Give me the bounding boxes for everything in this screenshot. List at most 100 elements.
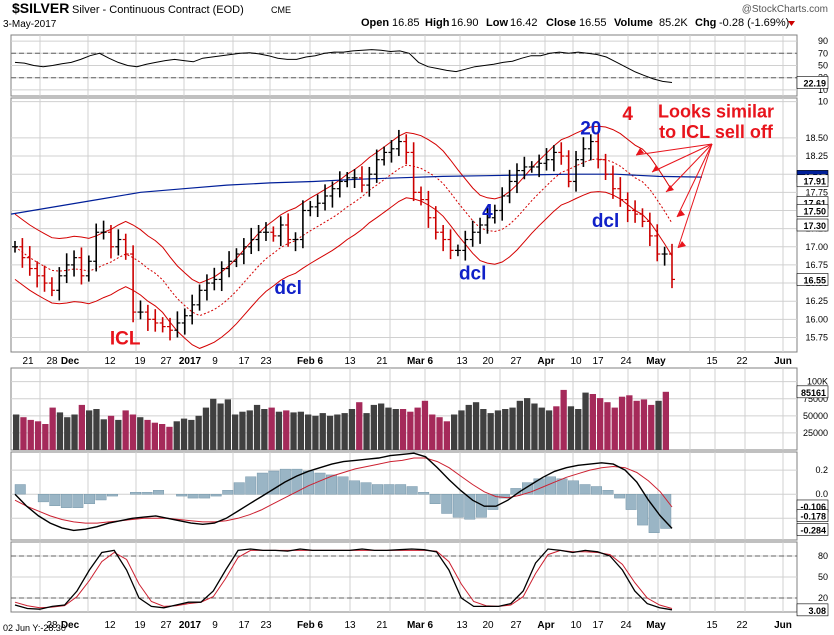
volume-bar xyxy=(648,404,655,450)
volume-bar xyxy=(407,411,414,450)
volume-bar xyxy=(166,426,173,450)
x-tick-label: 22 xyxy=(736,356,748,367)
volume-bar xyxy=(319,413,326,450)
x-tick-label: Dec xyxy=(61,356,80,367)
rsi-panel: 907050301022.19 xyxy=(10,34,829,97)
x-tick-label-bottom: 27 xyxy=(510,620,522,631)
volume-bar xyxy=(232,414,239,450)
volume-bar xyxy=(78,404,85,450)
stochastic-current-label-box xyxy=(796,603,829,617)
macd-histogram-bar xyxy=(487,494,499,510)
macd-histogram-bar xyxy=(395,484,407,495)
macd-histogram-bar xyxy=(637,494,649,526)
high-value: 16.90 xyxy=(451,17,479,29)
annotation-label: 4 xyxy=(622,104,633,125)
low-value: 16.42 xyxy=(510,17,538,29)
volume-bar xyxy=(305,414,312,450)
volume-bar xyxy=(531,403,538,450)
x-tick-label-bottom: 10 xyxy=(570,620,582,631)
volume-bar xyxy=(217,403,224,450)
macd-histogram-bar xyxy=(141,492,153,495)
volume-panel: 100K 75000 50000 25000 85161 xyxy=(10,367,829,451)
macd-histogram-bar xyxy=(222,490,234,495)
x-tick-label-bottom: Apr xyxy=(537,620,554,631)
footer-cursor-readout: 02 Jun Y:-28.30 xyxy=(3,623,66,633)
macd-histogram-bar xyxy=(406,486,418,495)
x-tick-label-bottom: Feb 6 xyxy=(297,620,324,631)
annotation-label: dcl xyxy=(459,263,486,284)
macd-value-label-box xyxy=(796,523,829,536)
stochastic-current-label: 3.08 xyxy=(808,606,826,616)
macd-histogram-bar xyxy=(452,494,464,518)
volume-bar xyxy=(626,395,633,450)
close-label: Close xyxy=(546,17,576,29)
volume-bar xyxy=(268,407,275,450)
chg-label: Chg xyxy=(695,17,716,29)
macd-histogram-bar xyxy=(464,494,476,520)
macd-histogram-bar xyxy=(337,476,349,495)
volume-bar xyxy=(49,407,56,450)
price-marker-label-box xyxy=(796,204,829,217)
volume-bar xyxy=(122,410,129,450)
macd-histogram-bar xyxy=(210,494,222,497)
macd-histogram-bar xyxy=(130,492,142,495)
macd-histogram-bar xyxy=(383,484,395,495)
price-marker-label: 17.50 xyxy=(803,206,826,216)
arrowhead-icon xyxy=(666,185,674,192)
volume-bar xyxy=(487,413,494,450)
macd-histogram-bar xyxy=(106,494,118,497)
volume-bar xyxy=(144,419,151,450)
price-marker-label: 17.30 xyxy=(803,221,826,231)
volume-bar xyxy=(545,410,553,450)
x-tick-label-bottom: 9 xyxy=(212,620,218,631)
volume-bar xyxy=(640,399,648,450)
macd-value-label: -0.106 xyxy=(800,502,826,512)
stochastic-tick-label: 50 xyxy=(818,572,828,582)
rsi-tick-label: 70 xyxy=(818,48,828,58)
chart-description: Silver - Continuous Contract (EOD) xyxy=(72,4,244,16)
macd-histogram-bar xyxy=(199,494,211,499)
volume-bar xyxy=(202,407,210,450)
volume-bar xyxy=(582,392,589,450)
macd-histogram-bar xyxy=(579,484,591,495)
macd-histogram-bar xyxy=(187,494,199,499)
macd-histogram-bar xyxy=(153,490,165,495)
macd-histogram-bar xyxy=(498,494,510,499)
macd-histogram-bar xyxy=(291,468,303,495)
rsi-line xyxy=(14,49,673,83)
price-marker-label-box xyxy=(796,174,829,188)
macd-histogram-bar xyxy=(326,474,337,495)
x-tick-label-bottom: 17 xyxy=(592,620,604,631)
x-tick-label-bottom: 27 xyxy=(160,620,172,631)
volume-bar xyxy=(662,391,669,450)
x-tick-label: 28 xyxy=(46,356,58,367)
macd-panel: 0.20.0-0.2-0.106-0.178-0.284 xyxy=(10,451,829,541)
x-tick-label-bottom: 2017 xyxy=(179,620,202,631)
price-panel-frame xyxy=(10,97,798,353)
x-tick-label: 13 xyxy=(344,356,356,367)
x-tick-label: May xyxy=(646,356,666,367)
close-value: 16.55 xyxy=(579,17,607,29)
volume-bar xyxy=(524,398,531,450)
macd-histogram-bar xyxy=(60,494,72,508)
annotation-arrow xyxy=(651,143,713,173)
down-arrow-icon xyxy=(788,21,795,26)
annotation-label: dcl xyxy=(592,211,619,232)
volume-bar xyxy=(93,409,100,450)
volume-tick-label: 25000 xyxy=(803,428,828,438)
volume-bar xyxy=(494,410,502,450)
envelope-lower xyxy=(14,191,673,349)
volume-bar xyxy=(633,400,640,450)
x-tick-label: 27 xyxy=(510,356,522,367)
price-tick-label: 16.25 xyxy=(805,296,828,306)
volume-bar xyxy=(312,415,319,450)
x-tick-label-bottom: Dec xyxy=(61,620,80,631)
ohlc-header: Open 16.85 High 16.90 Low 16.42 Close 16… xyxy=(361,17,795,29)
price-panel: 1018.5018.2518.0017.7517.5017.2517.0016.… xyxy=(10,97,829,367)
macd-histogram-bar xyxy=(245,476,257,495)
volume-bar xyxy=(516,400,523,450)
volume-current-label-box xyxy=(796,385,829,399)
volume-bar xyxy=(253,404,261,450)
volume-tick-label: 100K xyxy=(807,377,828,387)
